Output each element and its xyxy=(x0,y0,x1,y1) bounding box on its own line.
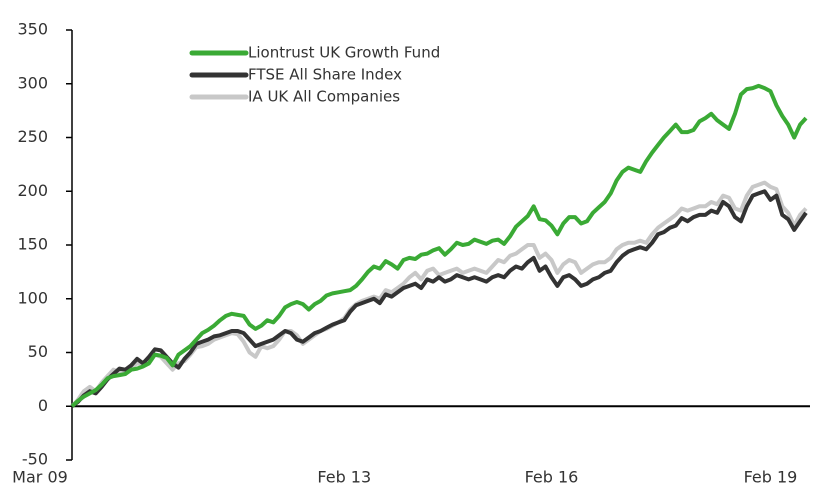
y-tick-label: 300 xyxy=(17,73,48,92)
series-line xyxy=(70,83,808,408)
legend-label: FTSE All Share Index xyxy=(248,66,402,84)
y-tick-label: 100 xyxy=(17,288,48,307)
legend-label: Liontrust UK Growth Fund xyxy=(248,44,440,62)
x-tick-label: Feb 13 xyxy=(317,468,371,487)
x-tick-label: Feb 16 xyxy=(525,468,579,487)
y-tick-label: 50 xyxy=(28,342,48,361)
y-tick-label: 250 xyxy=(17,127,48,146)
x-tick-label: Mar 09 xyxy=(12,468,68,487)
x-tick-label: Feb 19 xyxy=(744,468,798,487)
series-line xyxy=(70,189,808,408)
y-tick-label: -50 xyxy=(22,450,48,469)
y-tick-label: 150 xyxy=(17,235,48,254)
legend-label: IA UK All Companies xyxy=(248,88,400,106)
y-tick-label: 0 xyxy=(38,396,48,415)
y-tick-label: 200 xyxy=(17,181,48,200)
y-tick-label: 350 xyxy=(17,20,48,39)
